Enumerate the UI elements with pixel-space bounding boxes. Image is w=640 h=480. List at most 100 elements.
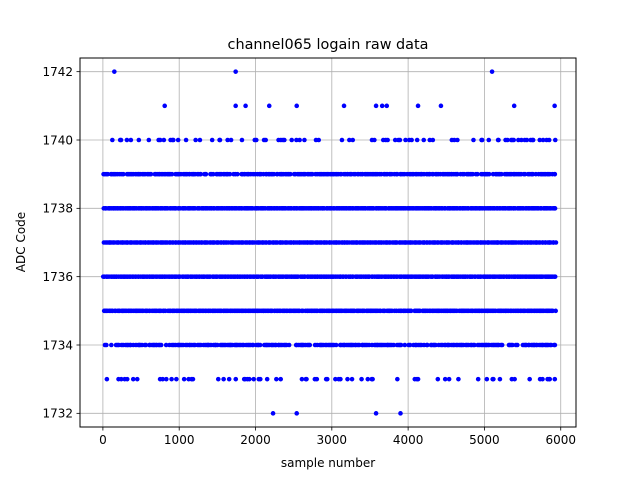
data-point: [228, 137, 234, 143]
y-tick-label: 1736: [42, 270, 73, 284]
data-point: [345, 376, 350, 382]
data-point: [552, 137, 558, 143]
data-point: [104, 342, 109, 348]
data-point: [294, 137, 299, 143]
data-point: [395, 376, 400, 382]
data-point: [511, 137, 517, 143]
data-point: [497, 376, 503, 382]
x-tick-label: 6000: [545, 433, 576, 447]
y-tick-label: 1732: [42, 407, 73, 421]
data-point: [274, 376, 279, 382]
data-point: [472, 342, 477, 348]
data-point: [486, 171, 492, 177]
data-point: [175, 137, 181, 143]
data-point: [278, 376, 284, 382]
data-point: [307, 342, 313, 348]
y-tick-label: 1734: [42, 338, 73, 352]
data-point: [233, 376, 239, 382]
data-point: [299, 376, 305, 382]
data-point: [288, 171, 293, 177]
data-points: [100, 69, 559, 416]
data-point: [499, 342, 505, 348]
data-point: [409, 137, 414, 143]
data-point: [540, 137, 546, 143]
data-point: [190, 376, 196, 382]
x-tick-label: 5000: [469, 433, 500, 447]
data-point: [491, 376, 496, 382]
data-point: [519, 137, 524, 143]
data-point: [373, 103, 379, 109]
data-point: [515, 342, 520, 348]
data-point: [221, 376, 226, 382]
data-point: [164, 376, 169, 382]
data-point: [226, 376, 232, 382]
data-point: [475, 171, 480, 177]
data-point: [379, 103, 385, 109]
x-tick-label: 3000: [317, 433, 348, 447]
data-point: [496, 137, 501, 143]
data-point: [282, 137, 287, 143]
data-point: [316, 137, 322, 143]
data-point: [209, 137, 215, 143]
data-point: [174, 376, 179, 382]
data-point: [197, 137, 203, 143]
data-point: [136, 137, 142, 143]
data-point: [435, 376, 441, 382]
data-point: [438, 103, 444, 109]
data-point: [286, 342, 292, 348]
data-point: [365, 376, 371, 382]
data-point: [392, 137, 398, 143]
data-point: [421, 137, 427, 143]
data-point: [264, 376, 270, 382]
data-point: [124, 376, 130, 382]
data-point: [547, 376, 553, 382]
data-point: [415, 103, 421, 109]
data-point: [203, 171, 209, 177]
data-point: [486, 137, 492, 143]
data-point: [128, 137, 134, 143]
data-point: [118, 376, 124, 382]
data-point: [373, 411, 379, 416]
data-point: [359, 376, 364, 382]
data-point: [442, 376, 448, 382]
data-point: [370, 376, 375, 382]
y-tick-label: 1740: [42, 133, 73, 147]
y-axis-label: ADC Code: [14, 212, 28, 272]
data-point: [215, 376, 221, 382]
data-point: [397, 137, 403, 143]
data-point: [294, 103, 300, 109]
data-point: [530, 137, 536, 143]
data-point: [537, 137, 543, 143]
data-point: [314, 376, 320, 382]
data-point: [157, 137, 163, 143]
data-point: [253, 137, 259, 143]
data-point: [339, 137, 345, 143]
data-point: [148, 171, 154, 177]
data-point: [347, 137, 352, 143]
data-point: [161, 137, 167, 143]
data-point: [130, 376, 136, 382]
data-point: [505, 137, 510, 143]
data-point: [484, 376, 490, 382]
data-point: [266, 103, 272, 109]
data-point: [349, 376, 355, 382]
data-point: [510, 342, 515, 348]
x-tick-label: 2000: [240, 433, 271, 447]
data-point: [270, 411, 276, 416]
y-axis-ticks: 1732 1734 1736 1738 1740 1742: [42, 65, 80, 421]
data-point: [163, 342, 169, 348]
data-point: [217, 137, 223, 143]
data-point: [424, 342, 430, 348]
data-point: [193, 137, 198, 143]
data-point: [181, 376, 187, 382]
data-point: [183, 137, 189, 143]
data-point: [341, 103, 347, 109]
data-point: [160, 376, 165, 382]
data-point: [414, 137, 420, 143]
data-point: [552, 103, 557, 109]
data-point: [333, 342, 339, 348]
data-point: [384, 103, 390, 109]
data-point: [540, 376, 545, 382]
data-point: [324, 376, 330, 382]
data-point: [158, 342, 164, 348]
